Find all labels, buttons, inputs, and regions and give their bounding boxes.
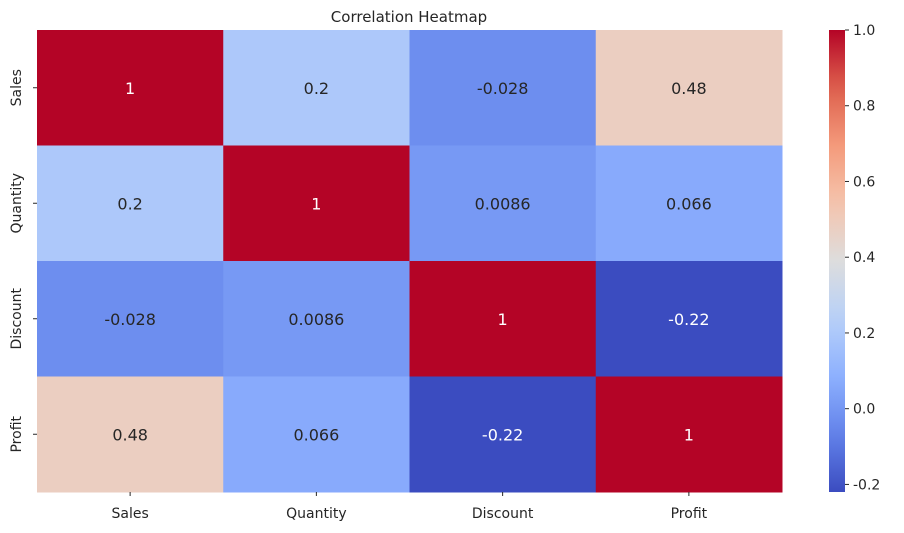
heatmap-cell xyxy=(223,376,410,493)
cell-annotation: 0.2 xyxy=(304,79,329,98)
cell-annotation: 0.2 xyxy=(117,194,142,213)
heatmap-cell xyxy=(223,145,410,262)
colorbar: -0.2 0.0 0.2 0.4 0.6 0.8 1.0 xyxy=(829,23,880,493)
y-tick-label: Profit xyxy=(9,415,25,452)
x-axis-ticks: Sales Quantity Discount Profit xyxy=(111,492,708,522)
x-tick-label: Quantity xyxy=(286,506,347,522)
colorbar-tick-label: 0.8 xyxy=(853,99,875,115)
heatmap-annotations: 1 0.2 -0.028 0.48 0.2 1 0.0086 0.066 -0.028 0.008… xyxy=(104,79,711,445)
heatmap-cell xyxy=(409,145,597,262)
heatmap-cell xyxy=(595,261,783,377)
colorbar-tick-label: 0.2 xyxy=(853,326,875,342)
heatmap-cell xyxy=(409,30,597,146)
cell-annotation: 1 xyxy=(125,79,135,98)
heatmap-cell xyxy=(595,376,783,493)
chart-title: Correlation Heatmap xyxy=(331,8,487,26)
heatmap-cell xyxy=(37,261,224,377)
colorbar-tick-label: -0.2 xyxy=(853,477,880,493)
heatmap-cell xyxy=(37,145,224,262)
x-tick-label: Profit xyxy=(671,506,708,522)
x-tick-label: Sales xyxy=(111,506,148,522)
y-tick-label: Discount xyxy=(9,288,25,350)
cell-annotation: 0.066 xyxy=(293,425,339,444)
heatmap-cell xyxy=(223,261,410,377)
cell-annotation: 0.0086 xyxy=(475,194,531,213)
cell-annotation: 0.066 xyxy=(666,194,712,213)
heatmap-cell xyxy=(409,261,597,377)
colorbar-gradient xyxy=(829,30,845,492)
heatmap-cell xyxy=(37,30,224,146)
cell-annotation: -0.028 xyxy=(104,310,156,329)
colorbar-tick-label: 0.6 xyxy=(853,174,875,190)
cell-annotation: -0.028 xyxy=(477,79,529,98)
x-tick-label: Discount xyxy=(472,506,534,522)
heatmap-cell xyxy=(37,376,224,493)
heatmap-cell xyxy=(595,30,783,146)
y-tick-label: Sales xyxy=(9,69,25,106)
colorbar-tick-label: 1.0 xyxy=(853,23,875,39)
cell-annotation: 0.0086 xyxy=(288,310,344,329)
cell-annotation: 1 xyxy=(311,194,321,213)
heatmap-cell xyxy=(409,376,597,493)
cell-annotation: 0.48 xyxy=(671,79,707,98)
cell-annotation: 1 xyxy=(684,425,694,444)
cell-annotation: -0.22 xyxy=(668,310,709,329)
cell-annotation: 0.48 xyxy=(112,425,148,444)
colorbar-tick-label: 0.4 xyxy=(853,250,875,266)
heatmap-cell xyxy=(223,30,410,146)
cell-annotation: 1 xyxy=(498,310,508,329)
cell-annotation: -0.22 xyxy=(482,425,523,444)
y-axis-ticks: Sales Quantity Discount Profit xyxy=(9,69,37,453)
heatmap-cells xyxy=(37,30,783,493)
y-tick-label: Quantity xyxy=(9,173,25,234)
colorbar-tick-label: 0.0 xyxy=(853,402,875,418)
heatmap-cell xyxy=(595,145,783,262)
